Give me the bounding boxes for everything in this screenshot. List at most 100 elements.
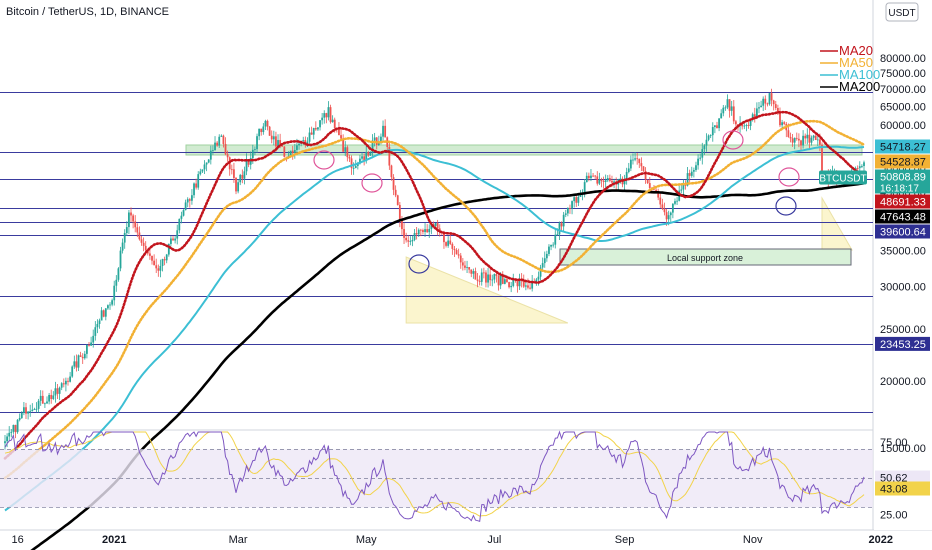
candle-body (518, 279, 521, 287)
candle-body (264, 120, 267, 127)
candle-body (291, 150, 294, 153)
candle-body (25, 407, 27, 414)
candle-body (111, 300, 114, 305)
candle-body (239, 174, 242, 183)
candle-body (585, 175, 588, 183)
candle-body (720, 113, 723, 119)
candle-body (212, 150, 214, 152)
candle-body (371, 140, 374, 154)
time-tick-label: Jul (487, 534, 501, 546)
candle-body (296, 145, 298, 150)
candle-body (457, 254, 460, 256)
candle-body (262, 126, 265, 133)
candle-body (579, 193, 582, 197)
candle-body (100, 310, 103, 321)
rsi-tick-label: 75.00 (880, 437, 908, 449)
candle-body (342, 138, 345, 152)
candle-body (73, 361, 76, 367)
candle-body (623, 180, 626, 185)
candle-body (447, 240, 450, 246)
candle-body (245, 159, 248, 172)
candle-body (802, 135, 804, 146)
candle-body (659, 197, 662, 205)
price-tick-label: 25000.00 (880, 324, 926, 336)
price-tag (875, 169, 930, 194)
currency-label: USDT (888, 8, 915, 19)
candle-body (102, 310, 105, 317)
candle-body (451, 243, 454, 249)
candle-body (858, 166, 861, 169)
symbol-tag (819, 170, 867, 185)
candle-body (516, 279, 519, 287)
candle-body (184, 202, 187, 211)
price-tag (875, 224, 930, 239)
candle-body (317, 127, 319, 130)
candle-body (648, 183, 651, 189)
candle-body (367, 151, 370, 156)
price-tag-value: 54718.27 (880, 141, 926, 153)
candle-body (392, 177, 395, 190)
ma20-line (3, 110, 866, 460)
candle-body (128, 212, 130, 228)
candle-body (251, 149, 254, 159)
candle-body (751, 114, 754, 120)
candle-body (674, 201, 676, 204)
candle-body (758, 107, 760, 109)
candle-body (71, 366, 74, 377)
candle-body (81, 356, 84, 359)
candle-body (625, 172, 628, 181)
candle-body (527, 285, 529, 288)
candle-body (176, 230, 179, 239)
candle-body (151, 255, 153, 261)
candle-body (396, 195, 399, 205)
candle-body (531, 281, 534, 289)
candle-body (319, 120, 321, 128)
candle-body (77, 355, 80, 368)
candle-body (54, 388, 57, 396)
legend-label-ma50: MA50 (839, 55, 873, 70)
candle-body (499, 274, 502, 286)
candle-body (346, 147, 349, 158)
candle-body (644, 170, 647, 180)
local-support-zone-label: Local support zone (667, 253, 743, 263)
candle-body (247, 159, 250, 165)
candle-body (461, 262, 464, 266)
candle-body (157, 268, 160, 271)
candle-body (69, 376, 72, 382)
candle-body (730, 106, 733, 111)
time-tick-label: 2022 (869, 534, 893, 546)
candle-body (224, 143, 227, 155)
price-tick-label: 30000.00 (880, 282, 926, 294)
candle-body (816, 139, 819, 141)
rsi-tick-label: 25.00 (880, 510, 908, 522)
candle-body (667, 215, 670, 220)
rsi-current-tag (875, 470, 930, 485)
candle-body (283, 146, 286, 157)
candle-body (149, 253, 151, 256)
candle-body (543, 258, 546, 264)
candle-body (806, 134, 809, 139)
candle-body (401, 220, 403, 230)
candle-body (755, 108, 758, 119)
highlight-circle (722, 130, 744, 150)
candle-body (237, 182, 240, 192)
candle-body (92, 335, 95, 343)
candle-body (716, 125, 718, 129)
candle-body (50, 394, 53, 400)
highlight-circle (775, 196, 797, 216)
candle-body (535, 279, 538, 283)
price-tag (875, 209, 930, 224)
candle-body (138, 232, 141, 240)
candle-body (797, 138, 800, 141)
price-tick-label: 60000.00 (880, 120, 926, 132)
candle-body (249, 158, 252, 165)
candle-body (558, 223, 561, 235)
candle-body (369, 153, 372, 156)
candle-body (745, 124, 748, 126)
time-tick-label: 2021 (102, 534, 126, 546)
candle-body (772, 100, 775, 105)
candle-body (430, 224, 433, 229)
candle-body (436, 223, 439, 229)
candle-body (98, 320, 101, 324)
